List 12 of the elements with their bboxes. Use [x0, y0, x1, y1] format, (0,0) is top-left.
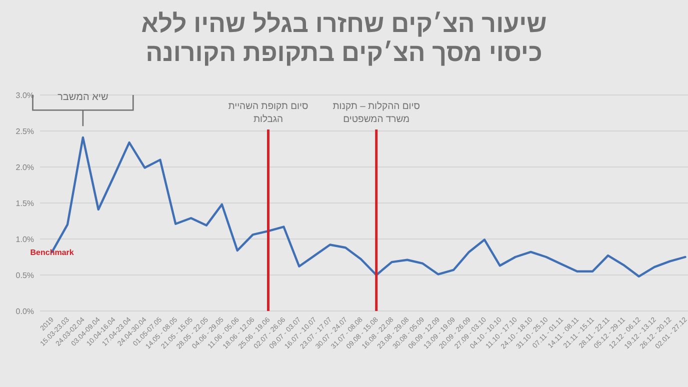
- y-tick-label: 2.5%: [16, 127, 34, 136]
- annotation: שיא המשבר: [58, 92, 108, 103]
- y-tick-label: 0.0%: [16, 307, 34, 316]
- y-tick-label: 1.0%: [16, 235, 34, 244]
- y-tick-label: 3.0%: [16, 91, 34, 100]
- ref-line-label: סיום תקופת השהיית הגבלות: [227, 100, 310, 126]
- ref-line-label: סיום ההקלות – תקנות משרד המשפטים: [332, 100, 421, 126]
- y-tick-label: 1.5%: [16, 199, 34, 208]
- chart-title: שיעור הצ׳קים שחזרו בגלל שהיו ללא כיסוי מסך הצ׳קים בתקופת הקורונה: [140, 10, 548, 68]
- annotation: Benchmark: [30, 248, 74, 257]
- y-tick-label: 0.5%: [16, 271, 34, 280]
- y-tick-label: 2.0%: [16, 163, 34, 172]
